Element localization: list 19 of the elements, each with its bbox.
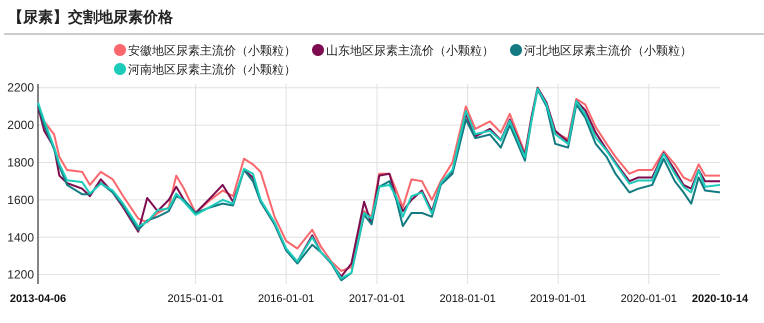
chart-title: 【尿素】交割地尿素价格 — [8, 8, 174, 26]
y-tick-label: 1200 — [7, 268, 34, 282]
y-tick-label: 1400 — [7, 230, 34, 244]
legend-label: 山东地区尿素主流价（小颗粒） — [326, 44, 494, 58]
x-tick-label: 2020-10-14 — [692, 293, 750, 305]
legend-label: 河南地区尿素主流价（小颗粒） — [128, 62, 296, 76]
y-tick-label: 1800 — [7, 156, 34, 170]
y-tick-label: 2000 — [7, 118, 34, 132]
x-tick-label: 2019-01-01 — [530, 293, 586, 305]
x-tick-label: 2016-01-01 — [258, 293, 314, 305]
x-tick-label: 2015-01-01 — [167, 293, 224, 305]
x-tick-label: 2020-01-01 — [620, 293, 677, 305]
x-tick-label: 2018-01-01 — [439, 293, 496, 305]
y-tick-label: 1600 — [7, 192, 34, 207]
x-tick-label: 2013-04-06 — [10, 293, 66, 305]
legend-label: 安徽地区尿素主流价（小颗粒） — [128, 44, 296, 58]
x-tick-label: 2017-01-01 — [348, 293, 406, 305]
y-tick-label: 2200 — [7, 80, 34, 95]
legend-label: 河北地区尿素主流价（小颗粒） — [524, 44, 692, 58]
